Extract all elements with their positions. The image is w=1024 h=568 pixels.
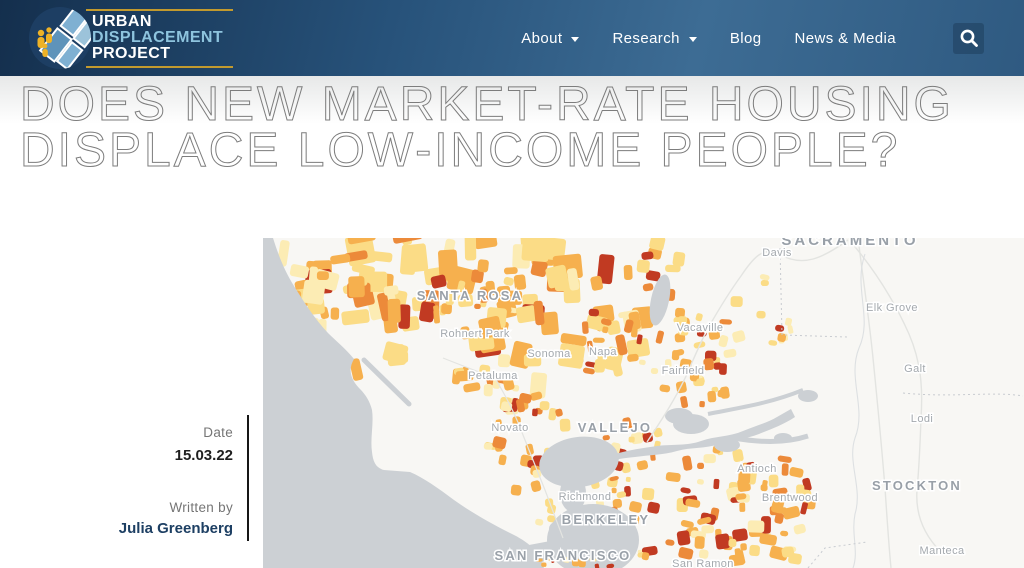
search-button[interactable] [953, 22, 984, 54]
site-logo[interactable]: URBAN DISPLACEMENT PROJECT [28, 6, 234, 70]
map-label: Antioch [737, 463, 777, 475]
chevron-down-icon [571, 36, 580, 42]
logo-word-2: DISPLACEMENT [92, 28, 224, 46]
map-label: SANTA ROSA [417, 288, 524, 303]
nav-item-about[interactable]: About [521, 29, 580, 47]
map-label: Vacaville [677, 322, 724, 334]
map-label: SACRAMENTO [781, 238, 918, 249]
chevron-down-icon [688, 36, 697, 42]
road-lines [442, 239, 1024, 568]
author-label: Written by [169, 500, 233, 515]
logo-word-1: URBAN [92, 12, 152, 30]
map-label: Brentwood [762, 492, 818, 504]
logo-icon [29, 7, 91, 69]
map-label: San Ramon [672, 558, 734, 568]
people-icon [37, 27, 52, 57]
map-label: Sonoma [527, 348, 571, 360]
map-label: Richmond [559, 491, 612, 503]
article-meta: Date 15.03.22 Written by Julia Greenberg [0, 415, 249, 541]
map-label: Elk Grove [866, 302, 918, 314]
author-link[interactable]: Julia Greenberg [118, 520, 233, 537]
nav-item-research[interactable]: Research [612, 29, 697, 47]
nav-label: News & Media [794, 29, 896, 47]
nav-label: Research [612, 29, 680, 47]
date-value: 15.03.22 [174, 447, 233, 464]
search-icon [960, 29, 978, 47]
site-header: URBAN DISPLACEMENT PROJECT About Researc… [0, 0, 1024, 76]
map-label: Fairfield [662, 365, 705, 377]
header-shadow [0, 76, 1024, 136]
nav-item-news-media[interactable]: News & Media [794, 30, 896, 47]
map-label: SAN FRANCISCO [495, 548, 632, 563]
page-title-line-2: DISPLACE LOW-INCOME PEOPLE? [20, 124, 901, 177]
page-title: DOES NEW MARKET-RATE HOUSING DISPLACE LO… [20, 78, 1000, 177]
map-label: Manteca [920, 545, 965, 557]
census-tracts-shore [535, 555, 615, 568]
map-label: Galt [904, 363, 926, 375]
map-label: Davis [762, 247, 792, 259]
map-label: Novato [491, 422, 528, 434]
nav-item-blog[interactable]: Blog [730, 30, 762, 47]
logo-word-3: PROJECT [92, 44, 171, 62]
map-label: Rohnert Park [440, 328, 510, 340]
map-label: STOCKTON [872, 478, 962, 493]
nav-label: Blog [729, 29, 762, 47]
main-nav: About Research Blog News & Media [521, 22, 984, 54]
displacement-map[interactable]: SACRAMENTO Davis SANTA ROSA Elk Grove Vacavi… [263, 238, 1024, 568]
map-label: Napa [589, 346, 617, 358]
map-label: VALLEJO [578, 420, 652, 435]
nav-label: About [521, 29, 563, 47]
map-label: BERKELEY [562, 512, 650, 527]
page-title-line-1: DOES NEW MARKET-RATE HOUSING [20, 78, 954, 131]
date-label: Date [203, 425, 233, 440]
logo-wordmark: URBAN DISPLACEMENT PROJECT [86, 8, 234, 68]
water-shapes [263, 238, 818, 568]
map-label: Lodi [911, 413, 933, 425]
map-label: Petaluma [468, 370, 518, 382]
census-tracts [272, 238, 816, 568]
